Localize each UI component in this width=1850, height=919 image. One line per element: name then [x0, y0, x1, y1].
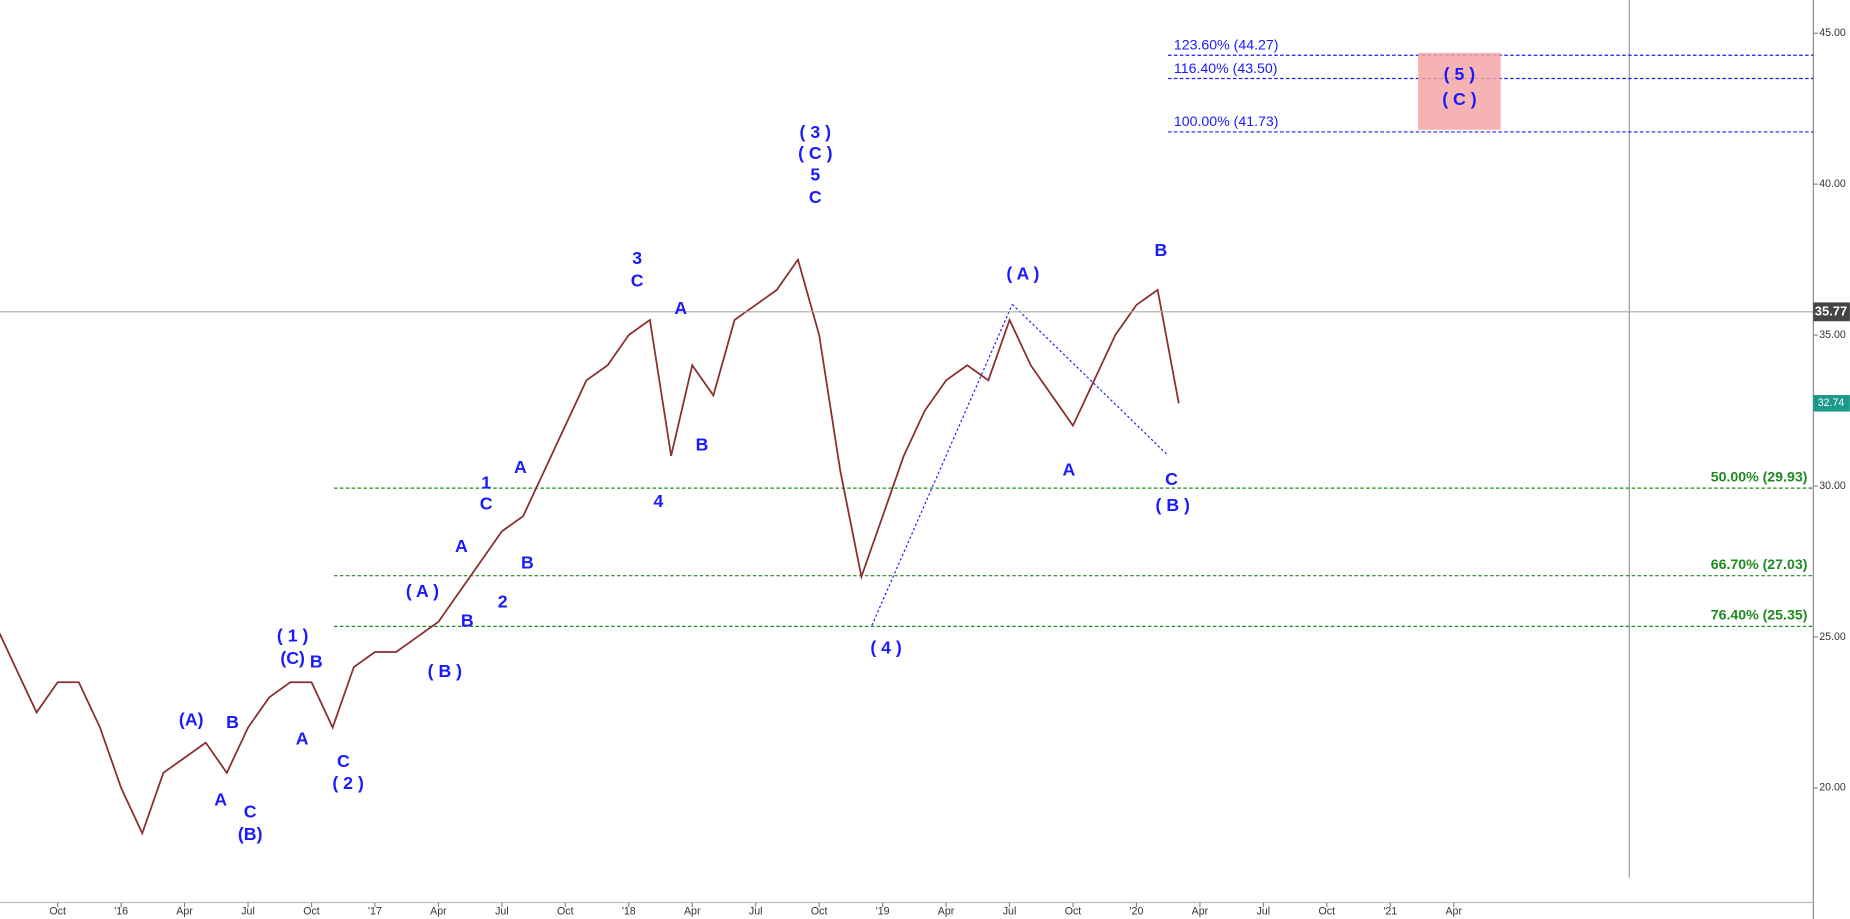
x-tick-label: Oct	[811, 906, 828, 918]
x-tick-label: Apr	[1192, 906, 1209, 918]
price-label: 32.74	[1818, 397, 1845, 409]
y-tick-label: 35.00	[1819, 329, 1846, 341]
x-tick-label: Oct	[1065, 906, 1082, 918]
fib-label: 66.70% (27.03)	[1711, 556, 1808, 572]
target-label: ( 5 )	[1444, 64, 1476, 84]
wave-label: B	[226, 712, 239, 732]
x-tick-label: Oct	[303, 906, 320, 918]
wave-label: ( 2 )	[332, 773, 364, 793]
x-tick-label: '17	[368, 906, 382, 918]
fib-label: 76.40% (25.35)	[1711, 607, 1808, 623]
y-tick-label: 45.00	[1819, 27, 1846, 39]
fib-label: 123.60% (44.27)	[1174, 37, 1279, 53]
wave-label: 5	[810, 164, 820, 184]
x-tick-label: Apr	[938, 906, 955, 918]
fib-label: 100.00% (41.73)	[1174, 113, 1279, 129]
wave-label: C	[480, 494, 493, 514]
wave-label: A	[214, 790, 227, 810]
wave-label: A	[674, 298, 687, 318]
wave-label: ( B )	[428, 661, 462, 681]
trend-line	[1011, 303, 1169, 456]
x-tick-label: Jul	[1257, 906, 1271, 918]
wave-label: A	[296, 728, 309, 748]
wave-label: (B)	[238, 824, 263, 844]
wave-label: (C)	[280, 648, 305, 668]
crosshair-label: 35.77	[1815, 303, 1847, 318]
wave-label: 4	[653, 491, 663, 511]
y-tick-label: 25.00	[1819, 631, 1846, 643]
x-tick-label: Jul	[241, 906, 255, 918]
wave-label: 1	[481, 472, 491, 492]
wave-label: A	[1063, 459, 1076, 479]
wave-label: ( 1 )	[277, 626, 309, 646]
wave-label: 3	[632, 248, 642, 268]
y-tick-label: 30.00	[1819, 480, 1846, 492]
x-tick-label: Apr	[684, 906, 701, 918]
wave-label: 2	[498, 592, 508, 612]
x-tick-label: Jul	[1003, 906, 1017, 918]
wave-label: B	[696, 435, 709, 455]
x-tick-label: Oct	[49, 906, 66, 918]
y-tick-label: 40.00	[1819, 178, 1846, 190]
wave-label: C	[809, 187, 822, 207]
fib-label: 116.40% (43.50)	[1174, 60, 1278, 76]
x-tick-label: '21	[1383, 906, 1397, 918]
x-tick-label: Jul	[749, 906, 763, 918]
wave-label: ( 3 )	[800, 122, 832, 142]
x-tick-label: Apr	[176, 906, 193, 918]
x-tick-label: Apr	[430, 906, 447, 918]
price-line	[0, 257, 1180, 836]
wave-label: ( C )	[798, 143, 832, 163]
wave-label: C	[1165, 469, 1178, 489]
trend-line	[871, 304, 1013, 626]
wave-label: ( A )	[1006, 264, 1039, 284]
wave-label: C	[244, 801, 257, 821]
fib-label: 50.00% (29.93)	[1711, 468, 1808, 484]
wave-label: (A)	[179, 709, 204, 729]
x-tick-label: Apr	[1445, 906, 1462, 918]
x-tick-label: '19	[876, 906, 890, 918]
x-tick-label: '16	[114, 906, 128, 918]
target-zone	[1418, 52, 1501, 130]
target-label: ( C )	[1442, 89, 1476, 109]
x-tick-label: '18	[622, 906, 636, 918]
wave-label: B	[461, 610, 474, 630]
wave-label: C	[337, 751, 350, 771]
wave-label: B	[310, 652, 323, 672]
x-tick-label: Jul	[495, 906, 509, 918]
wave-label: ( A )	[406, 581, 439, 601]
wave-label: ( 4 )	[870, 638, 902, 658]
wave-label: B	[1155, 240, 1168, 260]
y-tick-label: 20.00	[1819, 782, 1846, 794]
crosshair-tag	[1813, 302, 1850, 322]
price-tag	[1813, 395, 1850, 412]
wave-label: A	[455, 536, 468, 556]
x-tick-label: Oct	[1319, 906, 1336, 918]
wave-label: A	[514, 457, 527, 477]
x-tick-label: Oct	[557, 906, 574, 918]
wave-label: ( B )	[1156, 495, 1190, 515]
x-tick-label: '20	[1130, 906, 1144, 918]
wave-label: B	[521, 553, 534, 573]
wave-label: C	[631, 271, 644, 291]
